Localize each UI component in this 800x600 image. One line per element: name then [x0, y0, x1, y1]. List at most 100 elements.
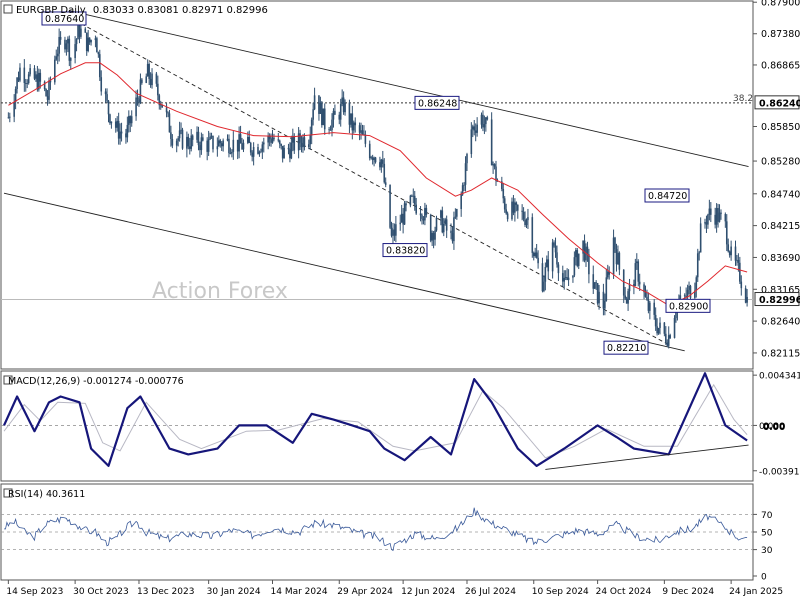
candle-body [582, 240, 584, 254]
candle-body [280, 144, 283, 146]
candle-body [717, 208, 719, 222]
price-annotation-label: 0.87640 [45, 14, 84, 25]
candle-body [527, 217, 529, 221]
candle-body [615, 249, 618, 265]
candle-body [239, 134, 242, 144]
price-annotation-label: 0.82210 [607, 343, 646, 354]
candle-body [75, 39, 78, 45]
candle-body [541, 263, 544, 292]
candle-body [312, 109, 314, 120]
candle-body [522, 211, 525, 220]
candle-body [554, 245, 557, 253]
candle-body [595, 282, 597, 284]
candle-body [271, 137, 274, 143]
candle-body [200, 137, 203, 151]
candle-body [415, 204, 417, 214]
candle-body [88, 37, 91, 43]
candle-body [145, 76, 148, 83]
candle-body [694, 290, 696, 298]
candle-body [293, 135, 296, 151]
candle-body [736, 259, 738, 261]
candle-body [232, 139, 235, 152]
rsi-axis-label: 70 [761, 511, 773, 521]
candle-body [659, 322, 661, 328]
timeframe: Daily [60, 5, 85, 16]
candle-body [97, 52, 100, 55]
candle-body [146, 64, 149, 77]
price-legend: EURGBP Daily 0.83033 0.83081 0.82971 0.8… [3, 4, 268, 16]
candle-body [181, 129, 184, 149]
candle-body [727, 244, 730, 252]
candle-body [361, 130, 364, 135]
candle-body [685, 296, 687, 298]
price-annotation-box [382, 243, 428, 258]
candle-body [226, 138, 229, 141]
candle-body [429, 214, 432, 241]
candle-body [138, 99, 140, 103]
candle-body [501, 181, 503, 190]
candle-body [634, 263, 637, 287]
candle-body [696, 253, 699, 278]
candle-body [35, 74, 37, 79]
collapse-toggle-icon[interactable] [3, 375, 13, 385]
candle-body [85, 32, 88, 51]
x-axis-label: 9 Dec 2024 [662, 587, 714, 597]
candle-body [186, 136, 188, 149]
candle-body [210, 135, 213, 137]
candle-body [209, 136, 211, 140]
candle-body [654, 314, 657, 327]
x-axis-label: 24 Jan 2025 [729, 587, 783, 597]
candle-body [231, 151, 233, 154]
candle-body [618, 252, 621, 270]
candle-body [267, 135, 269, 143]
candle-body [64, 39, 66, 50]
candle-body [746, 296, 748, 303]
macd-trendline [545, 444, 749, 470]
candle-body [425, 207, 428, 215]
candle-body [299, 133, 301, 143]
candle-body [444, 219, 447, 224]
candle-body [297, 133, 300, 151]
candle-body [466, 154, 468, 164]
candle-body [328, 129, 330, 131]
candle-body [158, 95, 161, 106]
candle-body [476, 124, 478, 133]
candle-body [116, 120, 119, 128]
candle-body [218, 140, 220, 147]
candle-body [463, 184, 465, 186]
collapse-toggle-icon[interactable] [3, 4, 13, 14]
candle-body [635, 261, 638, 264]
candle-body [241, 143, 243, 150]
x-axis-label: 14 Sep 2023 [6, 587, 63, 597]
candle-body [7, 117, 10, 119]
candle-body [354, 122, 357, 126]
candle-body [351, 113, 354, 131]
rsi-line [3, 507, 748, 552]
price-axis-label: 0.82115 [761, 348, 800, 359]
collapse-toggle-icon[interactable] [3, 488, 13, 498]
candle-body [451, 233, 454, 242]
candle-body [689, 285, 692, 298]
candle-body [707, 214, 709, 225]
candle-body [129, 116, 132, 124]
candle-body [432, 233, 435, 240]
candle-body [714, 214, 716, 225]
candle-body [199, 145, 201, 151]
candle-body [686, 289, 689, 298]
rsi-panel-frame [0, 483, 754, 581]
candle-body [561, 273, 564, 282]
candle-body [734, 246, 737, 261]
candle-body [104, 91, 107, 95]
last-price-label: 0.82996 [759, 295, 800, 306]
candle-body [576, 250, 579, 266]
candle-body [168, 113, 171, 133]
candle-body [126, 124, 129, 138]
candle-body [90, 40, 92, 43]
candle-body [98, 54, 101, 78]
candle-body [117, 120, 120, 139]
candle-body [341, 97, 343, 105]
candle-body [216, 146, 219, 150]
candle-body [456, 209, 458, 217]
candle-body [666, 342, 669, 346]
candle-body [177, 138, 179, 141]
